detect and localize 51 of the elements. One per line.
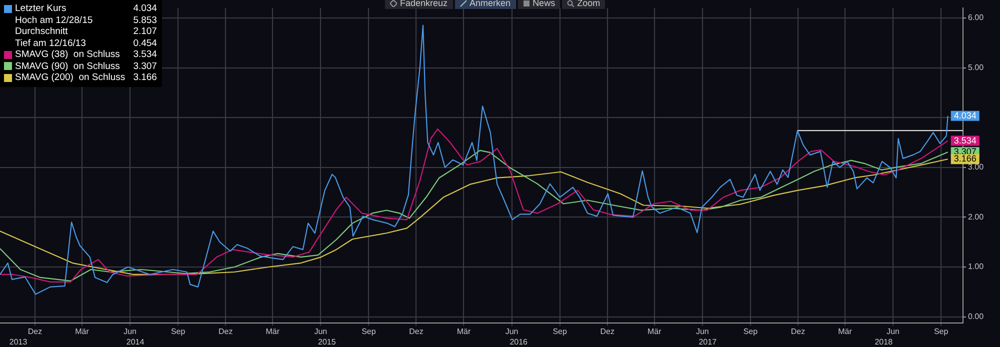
annotation: Durchschnitt (15, 26, 69, 38)
x2-tick-label: 2015 (318, 337, 336, 346)
x-tick-label: Jun (505, 326, 518, 336)
x-tick-label: Mär (647, 326, 662, 336)
text: Zoom (577, 0, 600, 8)
x-tick-label: Jun (696, 326, 709, 336)
x2-tick-label: 2018 (874, 337, 894, 346)
x2-tick-label: 2013 (9, 337, 28, 346)
annotation: 0.454 (133, 38, 157, 49)
x-tick-label: Mär (838, 326, 852, 336)
data-label: 3.534 (954, 135, 976, 146)
data-label: 4.034 (954, 110, 976, 120)
y-tick-label: 0.00 (968, 312, 984, 322)
x-tick-label: Mär (456, 326, 471, 336)
annotation: Tief am 12/16/13 (15, 38, 87, 49)
legend-label: SMAVG (38) on Schluss (15, 49, 121, 60)
x-tick-label: Sep (552, 326, 568, 336)
x-tick-label: Sep (362, 326, 376, 336)
x-tick-label: Dez (600, 326, 614, 336)
x-tick-label: Jun (124, 326, 136, 336)
annotation: 5.853 (133, 14, 157, 26)
x-tick-label: Sep (170, 326, 186, 336)
text: 4.034 (133, 3, 157, 14)
annotation: 2.107 (133, 26, 157, 38)
x-tick-label: Jun (886, 326, 900, 336)
text: News (532, 0, 556, 8)
text: 3.307 (133, 60, 157, 72)
y-tick-label: 5.00 (968, 62, 984, 72)
x-tick-label: Jun (314, 326, 328, 336)
x-tick-label: Dez (28, 326, 42, 336)
legend-label: Letzter Kurs (15, 3, 68, 14)
legend-label: SMAVG (90) on Schluss (15, 60, 121, 72)
text: 3.166 (133, 72, 157, 83)
x2-tick-label: 2014 (126, 337, 145, 346)
legend-label: SMAVG (200) on Schluss (15, 72, 126, 84)
annotation: Hoch am 12/28/15 (15, 14, 94, 26)
y-tick-label: 3.00 (968, 162, 984, 172)
x-tick-label: Dez (790, 326, 806, 336)
x-tick-label: Dez (218, 326, 233, 336)
x-tick-label: Dez (409, 326, 424, 336)
x-tick-label: Sep (743, 326, 758, 336)
y-tick-label: 6.00 (968, 13, 984, 22)
x2-tick-label: 2016 (510, 337, 528, 346)
text: 3.534 (133, 49, 157, 60)
y-tick-label: 2.00 (968, 212, 984, 222)
x-tick-label: Mär (75, 326, 90, 336)
x2-tick-label: 2017 (698, 337, 718, 346)
x-tick-label: Mär (266, 326, 280, 336)
x-tick-label: Sep (934, 326, 949, 336)
data-label: 3.166 (954, 154, 976, 164)
y-tick-label: 1.00 (968, 262, 984, 272)
